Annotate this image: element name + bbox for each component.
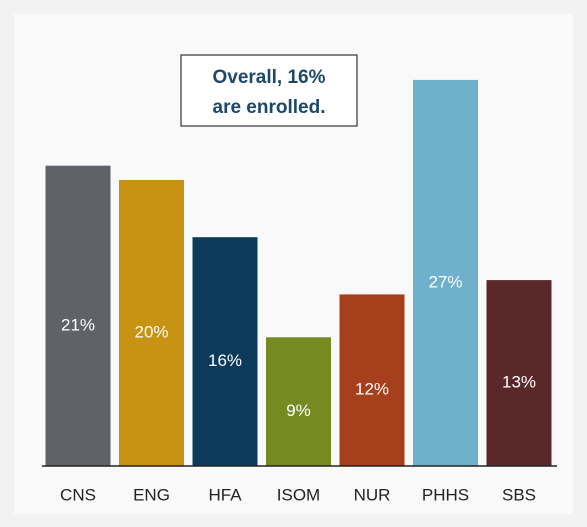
value-label: 16%: [208, 351, 242, 370]
x-tick-label: SBS: [502, 485, 536, 504]
x-tick-label: HFA: [208, 485, 242, 504]
value-label: 12%: [355, 380, 389, 399]
bar: [119, 180, 184, 466]
value-label: 21%: [61, 315, 95, 334]
bar: [413, 79, 478, 467]
bar: [45, 165, 111, 466]
bar: [192, 237, 258, 466]
value-label: 20%: [134, 322, 168, 341]
value-label: 13%: [502, 373, 536, 392]
bar: [339, 294, 405, 466]
x-tick-label: PHHS: [422, 485, 469, 504]
value-label: 27%: [428, 272, 462, 291]
bar: [486, 280, 552, 466]
annotation: Overall, 16%: [212, 67, 325, 88]
annotation: are enrolled.: [213, 97, 326, 118]
annotation-box: [180, 54, 358, 127]
value-label: 9%: [286, 401, 311, 420]
x-tick-label: CNS: [60, 485, 96, 504]
bar: [266, 337, 331, 466]
x-tick-label: ISOM: [277, 485, 320, 504]
x-tick-label: NUR: [354, 485, 391, 504]
x-tick-label: ENG: [133, 485, 170, 504]
